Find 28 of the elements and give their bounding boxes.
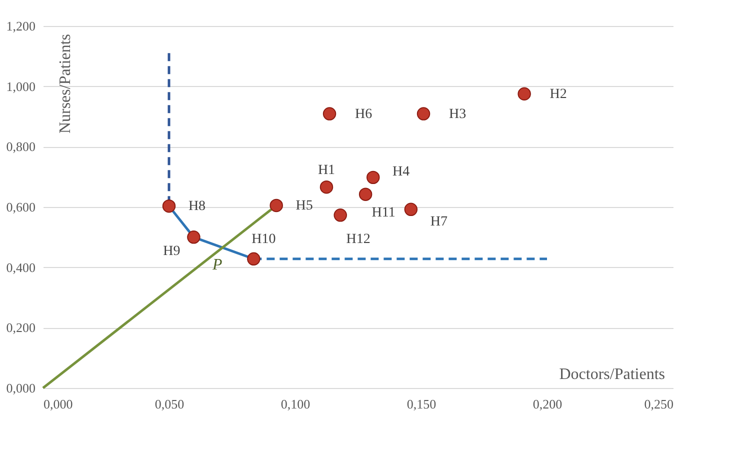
y-tick-label: 0,800 xyxy=(6,139,36,154)
x-tick-label: 0,000 xyxy=(44,396,73,412)
series-label: H5 xyxy=(296,198,313,214)
x-axis-title: Doctors/Patients xyxy=(559,366,665,383)
x-tick-label: 0,100 xyxy=(280,396,310,412)
series-label: H6 xyxy=(354,106,372,122)
series-label: H1 xyxy=(318,163,336,178)
series-label: H4 xyxy=(392,164,410,180)
series-label: H9 xyxy=(163,244,180,260)
y-tick-label: 0,000 xyxy=(6,380,36,396)
x-tick-label: 0,150 xyxy=(406,396,436,412)
y-tick-label: 1,000 xyxy=(6,78,36,94)
series-label: H2 xyxy=(550,86,567,102)
series-label: H12 xyxy=(346,232,370,248)
annotation: P xyxy=(212,256,223,274)
series-label: H8 xyxy=(188,199,206,214)
series-label: H3 xyxy=(448,106,466,122)
y-tick-label: 0,600 xyxy=(6,200,36,214)
y-tick-label: 1,200 xyxy=(6,18,36,34)
y-tick-label: 0,200 xyxy=(6,320,36,336)
series-label: H11 xyxy=(372,205,396,220)
y-axis-title: Nurses/Patients xyxy=(57,34,74,134)
x-tick-label: 0,050 xyxy=(154,396,184,412)
x-tick-label: 0,250 xyxy=(644,396,674,412)
x-tick-label: 0,200 xyxy=(532,396,562,412)
series-label: H7 xyxy=(430,214,448,230)
series-label: H10 xyxy=(252,232,276,247)
y-tick-label: 0,400 xyxy=(6,260,36,275)
